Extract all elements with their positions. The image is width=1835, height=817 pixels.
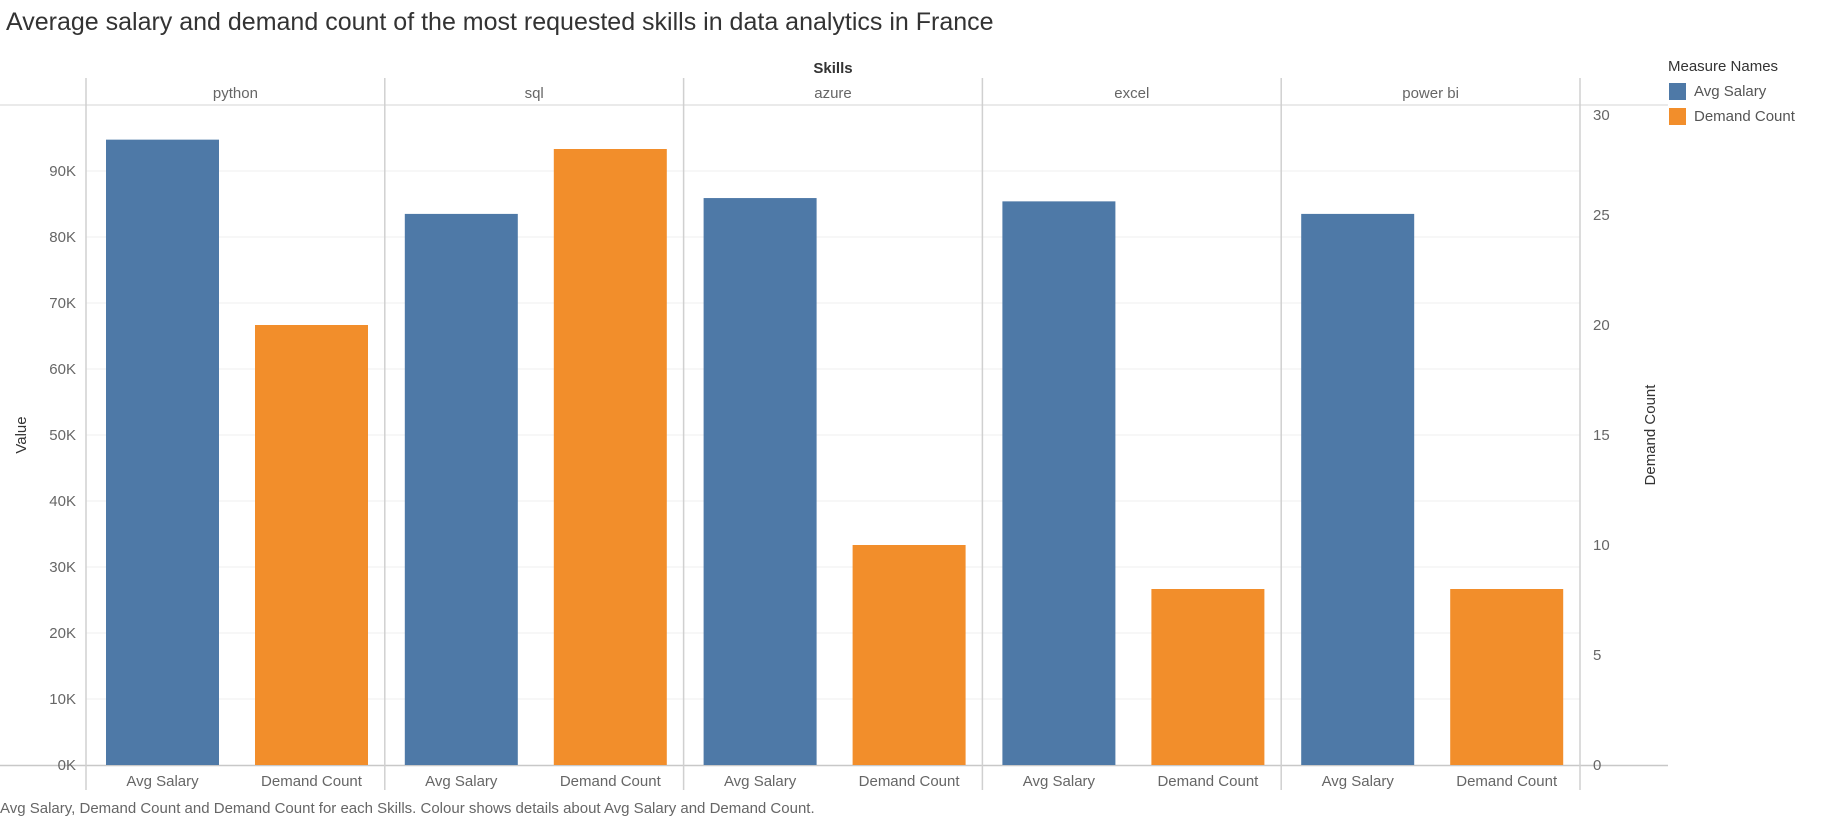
bar-axis-label: Avg Salary — [1322, 773, 1395, 790]
bar-azure-demand-count[interactable] — [852, 545, 966, 765]
legend-label: Demand Count — [1694, 108, 1795, 125]
bar-azure-avg-salary[interactable] — [703, 198, 817, 765]
bar-sql-demand-count[interactable] — [553, 149, 667, 765]
chart-title: Average salary and demand count of the m… — [6, 8, 994, 36]
y2-tick-label: 0 — [1593, 757, 1601, 774]
column-header-power-bi: power bi — [1402, 85, 1459, 102]
y-tick-label: 50K — [49, 427, 76, 444]
y-tick-label: 0K — [58, 757, 76, 774]
y2-tick-label: 15 — [1593, 427, 1610, 444]
y2-tick-label: 20 — [1593, 317, 1610, 334]
legend: Measure Names Avg Salary Demand Count — [1668, 58, 1795, 129]
bar-excel-demand-count[interactable] — [1151, 589, 1265, 765]
column-header-azure: azure — [814, 85, 852, 102]
bar-axis-label: Avg Salary — [425, 773, 498, 790]
column-header-sql: sql — [525, 85, 544, 102]
legend-swatch — [1669, 108, 1686, 125]
column-group-header: Skills — [813, 60, 852, 77]
y-tick-label: 10K — [49, 691, 76, 708]
column-header-excel: excel — [1114, 85, 1149, 102]
bar-axis-label: Avg Salary — [724, 773, 797, 790]
y-tick-label: 30K — [49, 559, 76, 576]
y-tick-label: 40K — [49, 493, 76, 510]
y-tick-label: 70K — [49, 295, 76, 312]
y-axis-title: Value — [13, 416, 30, 453]
panel-frame — [0, 78, 1668, 790]
y2-tick-label: 5 — [1593, 647, 1601, 664]
y-tick-label: 20K — [49, 625, 76, 642]
legend-swatch — [1669, 83, 1686, 100]
chart-labels: Avg Salary Demand Count python Avg Salary De… — [13, 60, 1659, 790]
chart-caption: Avg Salary, Demand Count and Demand Coun… — [0, 800, 815, 817]
legend-title: Measure Names — [1668, 58, 1779, 75]
bar-power-bi-avg-salary[interactable] — [1301, 213, 1415, 765]
y2-tick-label: 10 — [1593, 537, 1610, 554]
bar-sql-avg-salary[interactable] — [404, 213, 518, 765]
bars — [106, 139, 1564, 766]
legend-label: Avg Salary — [1694, 83, 1767, 100]
legend-item-avg-salary[interactable]: Avg Salary — [1668, 79, 1795, 104]
bar-axis-label: Demand Count — [261, 773, 363, 790]
bar-power-bi-demand-count[interactable] — [1450, 589, 1564, 765]
y-tick-label: 60K — [49, 361, 76, 378]
y2-tick-label: 30 — [1593, 107, 1610, 124]
y2-tick-label: 25 — [1593, 207, 1610, 224]
bar-python-avg-salary[interactable] — [106, 139, 219, 765]
bar-axis-label: Avg Salary — [126, 773, 199, 790]
y-tick-label: 90K — [49, 163, 76, 180]
bar-axis-label: Demand Count — [560, 773, 662, 790]
y2-axis-title: Demand Count — [1642, 384, 1659, 486]
bar-axis-label: Demand Count — [1157, 773, 1259, 790]
bar-axis-label: Avg Salary — [1023, 773, 1096, 790]
legend-item-demand-count[interactable]: Demand Count — [1668, 104, 1795, 129]
bar-axis-label: Demand Count — [859, 773, 961, 790]
column-header-python: python — [213, 85, 258, 102]
y-tick-label: 80K — [49, 229, 76, 246]
bar-axis-label: Demand Count — [1456, 773, 1558, 790]
bar-excel-avg-salary[interactable] — [1002, 201, 1116, 766]
bar-python-demand-count[interactable] — [255, 325, 368, 765]
